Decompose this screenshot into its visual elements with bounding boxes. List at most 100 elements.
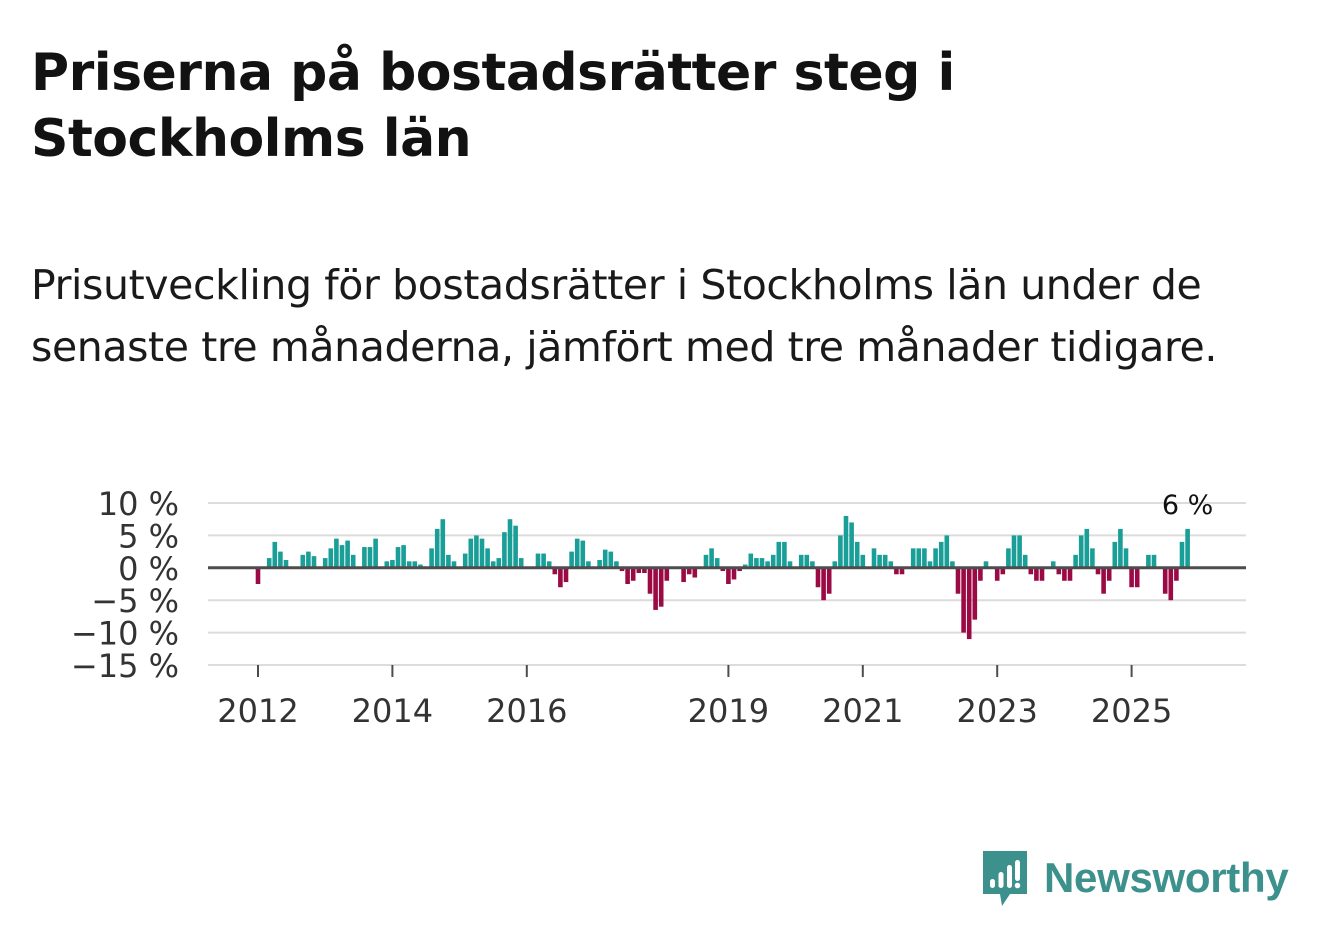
bar — [871, 548, 877, 568]
bar — [418, 564, 423, 568]
bar — [994, 567, 1000, 581]
bar — [485, 548, 490, 568]
bar — [490, 561, 496, 568]
bar — [1039, 567, 1045, 581]
bar — [782, 541, 787, 568]
bar — [944, 535, 950, 568]
y-tick-label: 10 % — [98, 485, 179, 523]
x-tick-label: 2025 — [1091, 692, 1172, 730]
bar — [558, 567, 563, 588]
x-tick-label: 2019 — [688, 692, 769, 730]
bar — [1168, 567, 1174, 601]
bar — [692, 567, 698, 578]
bar — [787, 561, 793, 568]
chart-subtitle: Prisutveckling för bostadsrätter i Stock… — [31, 261, 1218, 371]
bar — [642, 567, 647, 573]
bar — [1090, 548, 1095, 568]
bar — [770, 554, 776, 568]
bar — [586, 561, 591, 568]
bar — [714, 558, 720, 568]
bar — [597, 560, 602, 568]
bar — [983, 561, 989, 568]
x-tick-label: 2014 — [352, 692, 433, 730]
bar — [502, 532, 507, 568]
bar — [602, 549, 608, 568]
bar — [686, 567, 692, 575]
bar — [882, 554, 888, 568]
bar — [345, 540, 350, 568]
bar — [815, 567, 821, 588]
bar — [636, 567, 642, 573]
bar — [552, 567, 558, 575]
bar — [334, 538, 339, 568]
bar — [614, 561, 619, 568]
bar — [832, 561, 838, 568]
y-tick-label: 5 % — [118, 517, 179, 555]
bar — [1151, 554, 1157, 568]
bar — [563, 567, 569, 583]
bar — [1006, 548, 1011, 568]
bar — [1112, 541, 1118, 568]
bar — [479, 538, 485, 568]
x-tick-label: 2012 — [217, 692, 298, 730]
bar — [619, 567, 625, 572]
bar — [821, 567, 826, 601]
bar — [278, 551, 283, 568]
bar — [748, 553, 754, 568]
bar — [1134, 567, 1140, 588]
x-tick-label: 2021 — [822, 692, 903, 730]
bar — [759, 558, 765, 568]
bar — [961, 567, 966, 633]
bar — [569, 551, 574, 568]
bar — [1000, 567, 1006, 575]
bar — [849, 522, 854, 568]
bar — [496, 558, 502, 568]
bar — [513, 525, 518, 568]
bar — [804, 554, 810, 568]
bar — [703, 554, 709, 568]
bar — [300, 554, 306, 568]
bar — [468, 538, 474, 568]
bar — [1062, 567, 1067, 581]
bar — [737, 567, 742, 572]
bar — [1118, 528, 1123, 568]
bar — [1067, 567, 1073, 581]
bar — [630, 567, 636, 581]
bar — [255, 567, 261, 584]
bar — [709, 548, 714, 568]
bar — [1179, 541, 1185, 568]
bar — [574, 538, 580, 568]
bar — [306, 551, 311, 568]
bar — [462, 553, 468, 568]
bar — [1056, 567, 1062, 575]
bar — [373, 538, 378, 568]
y-tick-label: −5 % — [91, 582, 179, 620]
bar — [1011, 535, 1017, 568]
bar — [972, 567, 978, 620]
bar — [1146, 554, 1151, 568]
bar — [446, 554, 451, 568]
bar — [322, 558, 328, 568]
bar — [647, 567, 653, 594]
bar — [311, 556, 317, 568]
bar — [1095, 567, 1101, 575]
bar — [754, 558, 759, 568]
bar — [1129, 567, 1134, 588]
bar — [474, 535, 479, 568]
bar — [1078, 535, 1084, 568]
bar — [658, 567, 664, 607]
bar — [1185, 528, 1190, 568]
bar — [938, 541, 944, 568]
last-value-label: 6 % — [1162, 490, 1213, 521]
bar — [664, 567, 670, 581]
bar — [429, 548, 434, 568]
bar — [390, 560, 395, 568]
bar — [451, 561, 457, 568]
bar — [406, 561, 412, 568]
bar — [888, 561, 894, 568]
bar — [966, 567, 972, 640]
bar — [1028, 567, 1034, 575]
bar — [434, 528, 440, 568]
bar — [1084, 528, 1090, 568]
bar — [362, 547, 367, 568]
